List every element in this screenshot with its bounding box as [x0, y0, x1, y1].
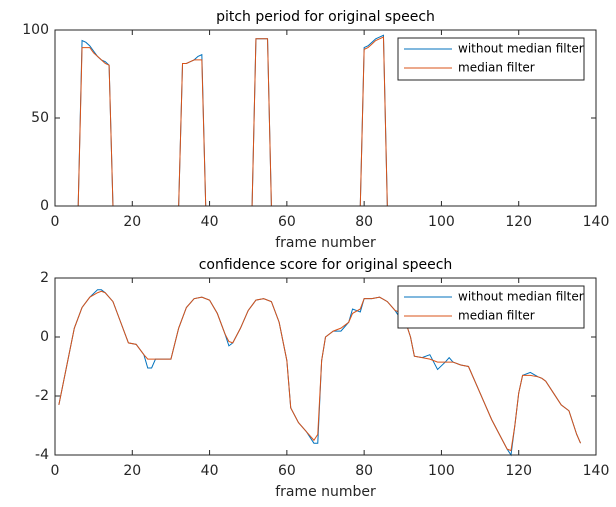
legend-box: [397, 285, 585, 329]
y-tick-label: 0: [40, 329, 49, 345]
x-tick-label: 40: [201, 214, 219, 230]
legend-box: [397, 37, 585, 81]
y-tick-label: -2: [35, 388, 49, 404]
y-tick-label: 100: [22, 22, 49, 38]
x-tick-label: 60: [278, 214, 296, 230]
legend-label: median filter: [458, 309, 535, 323]
x-tick-label: 20: [123, 214, 141, 230]
series-line: [58, 36, 581, 207]
x-tick-label: 140: [583, 463, 610, 479]
x-tick-label: 120: [505, 214, 532, 230]
series-line: [58, 290, 581, 452]
x-tick-label: 140: [583, 214, 610, 230]
x-tick-label: 80: [355, 463, 373, 479]
y-tick-label: -4: [35, 447, 49, 463]
x-tick-label: 60: [278, 463, 296, 479]
y-tick-label: 2: [40, 270, 49, 286]
x-tick-label: 20: [123, 463, 141, 479]
x-tick-label: 100: [428, 463, 455, 479]
y-tick-label: 50: [31, 110, 49, 126]
axes-box: [54, 277, 597, 456]
x-axis-label: frame number: [275, 484, 376, 500]
x-tick-label: 40: [201, 463, 219, 479]
series-line: [58, 34, 581, 207]
chart-title: pitch period for original speech: [216, 9, 435, 25]
x-axis-label: frame number: [275, 235, 376, 251]
x-tick-label: 120: [505, 463, 532, 479]
y-tick-label: 0: [40, 198, 49, 214]
legend-label: median filter: [458, 61, 535, 75]
axes-box: [54, 29, 597, 207]
x-tick-label: 0: [51, 214, 60, 230]
x-tick-label: 100: [428, 214, 455, 230]
x-tick-label: 0: [51, 463, 60, 479]
x-tick-label: 80: [355, 214, 373, 230]
legend-label: without median filter: [458, 290, 584, 304]
chart-title: confidence score for original speech: [199, 257, 453, 273]
legend-label: without median filter: [458, 42, 584, 56]
